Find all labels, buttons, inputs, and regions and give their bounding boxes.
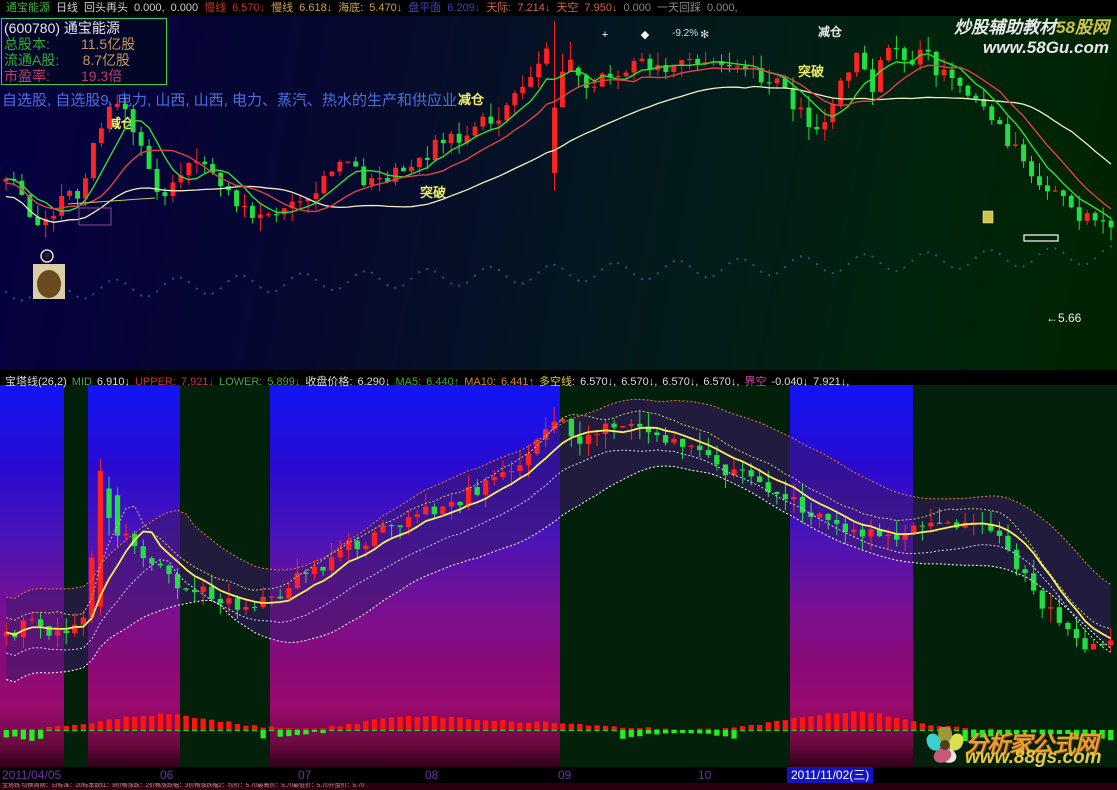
svg-text:✻: ✻ (700, 29, 709, 41)
svg-text:←5.66: ←5.66 (1046, 311, 1082, 325)
svg-text:-9.2%: -9.2% (672, 28, 698, 39)
svg-text:+: + (602, 29, 608, 41)
svg-text:◆: ◆ (641, 29, 650, 41)
